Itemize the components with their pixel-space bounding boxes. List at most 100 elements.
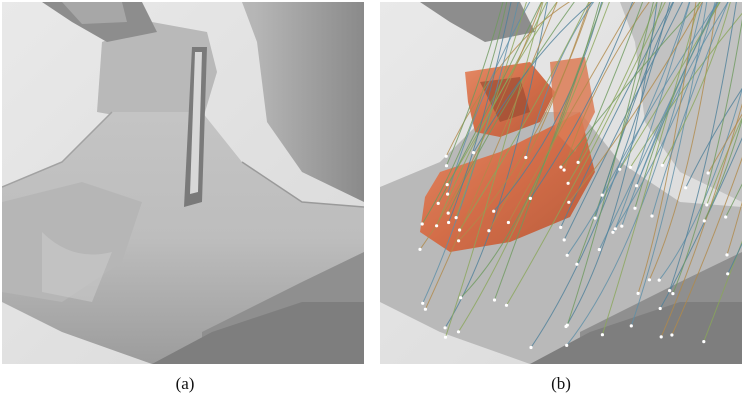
streamline [563, 2, 650, 171]
streamline [565, 2, 658, 327]
streamline [459, 2, 590, 231]
seed-point [436, 201, 440, 205]
streamline [560, 2, 674, 228]
seed-point [565, 253, 569, 257]
streamline [594, 2, 675, 219]
seed-point [454, 216, 458, 220]
seed-point [628, 165, 632, 169]
streamline [598, 2, 718, 250]
seed-point [418, 247, 422, 251]
seed-point [457, 239, 461, 243]
seed-point [471, 151, 476, 155]
streamline [421, 2, 508, 225]
seed-point [492, 209, 496, 213]
seed-point [684, 186, 688, 190]
streamline [660, 103, 742, 338]
seed-point [658, 306, 662, 311]
seed-point [650, 214, 654, 218]
seed-point [445, 183, 449, 187]
seed-point [565, 323, 569, 327]
seed-point [726, 272, 730, 276]
flow-visualization-render [380, 2, 742, 364]
streamline [630, 2, 708, 327]
streamline [601, 2, 719, 196]
streamline [614, 2, 691, 229]
seed-point [611, 230, 615, 234]
streamline [507, 2, 636, 223]
streamline [727, 242, 742, 275]
streamline [437, 2, 542, 204]
streamline [659, 137, 742, 309]
seed-point [725, 253, 729, 257]
streamline [669, 2, 737, 291]
seed-point [447, 220, 451, 225]
streamline [563, 2, 684, 241]
seed-point [423, 307, 427, 311]
seed-point [629, 324, 633, 328]
streamline [671, 156, 742, 336]
seed-point [620, 224, 624, 228]
seed-point [633, 206, 637, 210]
streamline [621, 2, 729, 227]
seed-point [458, 228, 462, 232]
seed-point [618, 167, 622, 171]
seed-point [559, 165, 563, 169]
seed-point [647, 278, 651, 282]
seed-point [657, 278, 661, 282]
streamline [726, 201, 742, 256]
seed-point [456, 330, 461, 334]
seed-point [702, 340, 706, 344]
seed-point [492, 298, 497, 302]
seed-point [600, 193, 604, 197]
streamline [458, 2, 610, 333]
seed-point [444, 164, 449, 168]
seed-point [562, 238, 566, 242]
seed-point [670, 333, 674, 337]
seed-point [529, 345, 533, 350]
streamline [458, 2, 592, 242]
seed-point [593, 216, 597, 220]
streamline [706, 117, 742, 206]
seed-point [559, 225, 563, 229]
seed-point [420, 222, 424, 226]
caption-b: (b) [551, 374, 571, 393]
seed-point [660, 163, 664, 167]
seed-point [671, 292, 675, 296]
seed-point [636, 291, 640, 295]
streamline [460, 2, 601, 299]
streamline [447, 2, 531, 195]
seed-point [600, 333, 604, 337]
streamline [506, 2, 666, 306]
streamline [525, 2, 595, 158]
panel-a-image [2, 2, 364, 364]
streamline [672, 18, 742, 294]
seed-point [565, 343, 569, 347]
streamline [577, 2, 644, 163]
seed-point [702, 219, 706, 223]
streamlines [419, 2, 742, 348]
seed-point [659, 335, 663, 339]
seed-point [562, 168, 566, 172]
seed-point [613, 227, 617, 231]
seed-point [421, 301, 425, 305]
streamline [651, 2, 729, 217]
seed-point [459, 296, 463, 300]
panel-b-image [380, 2, 742, 364]
caption-a: (a) [175, 374, 195, 393]
seed-point [575, 262, 579, 266]
streamline [685, 87, 742, 188]
streamline [445, 2, 544, 338]
streamline [446, 2, 504, 166]
seed-point [487, 229, 491, 233]
seed-point [446, 192, 450, 196]
streamline [448, 2, 512, 223]
streamline [648, 2, 718, 281]
seed-point [528, 196, 532, 200]
pipe-geometry-render [2, 2, 364, 364]
seed-point [706, 171, 710, 175]
seed-point [668, 289, 672, 293]
streamline [619, 2, 720, 170]
streamline [658, 87, 742, 281]
streamline [455, 2, 527, 218]
seed-point [435, 224, 439, 228]
